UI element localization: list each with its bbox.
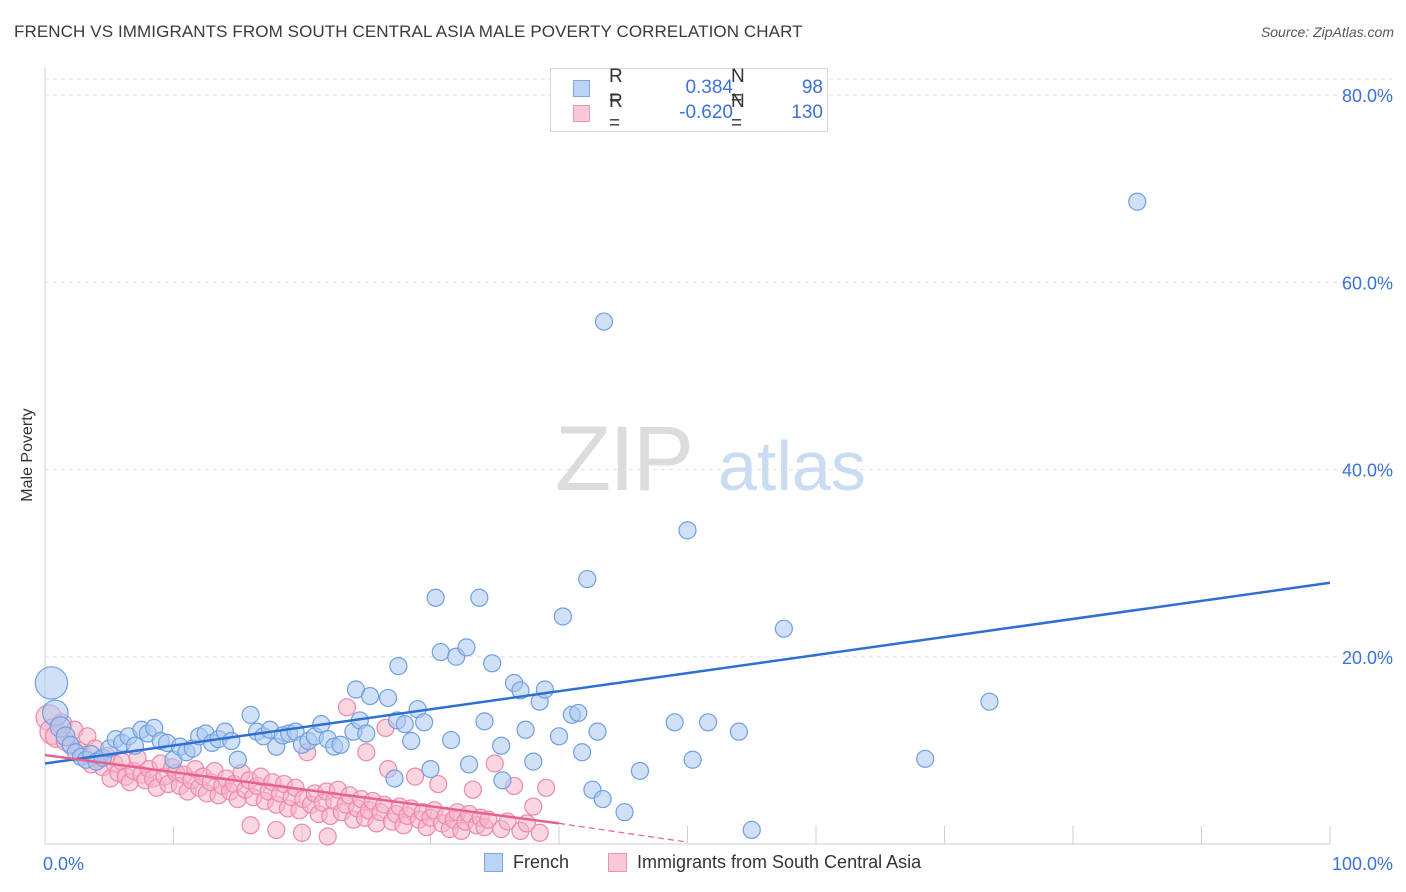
source-label: Source: ZipAtlas.com <box>1260 24 1394 40</box>
french-point <box>378 688 398 708</box>
french-point <box>916 749 935 768</box>
french-point <box>729 722 749 741</box>
french-point <box>228 750 247 769</box>
french-point <box>331 735 350 754</box>
immigrants-point <box>530 823 549 842</box>
bottom-legend-swatch-french <box>484 853 503 872</box>
french-point <box>395 715 414 734</box>
french-point <box>588 722 607 741</box>
y-tick-label: 60.0% <box>1342 273 1393 293</box>
immigrants-point <box>537 778 556 797</box>
french-point <box>385 769 404 788</box>
y-tick-label: 80.0% <box>1342 86 1393 106</box>
watermark-zip: ZIP <box>555 408 692 510</box>
french-point <box>361 686 380 706</box>
bottom-legend-swatch-immigrants <box>608 853 627 872</box>
immigrants-point <box>337 698 357 717</box>
french-point <box>615 803 634 822</box>
french-point <box>34 666 69 700</box>
trend-lines <box>44 581 1331 843</box>
french-point <box>511 681 530 700</box>
french-point <box>241 705 260 724</box>
y-tick-label: 40.0% <box>1342 461 1393 481</box>
watermark: ZIP atlas <box>555 408 866 510</box>
french-point <box>1128 192 1147 211</box>
french-point <box>980 692 999 711</box>
legend-n-label: N = <box>731 91 745 134</box>
x-tick-label: 100.0% <box>1332 854 1393 874</box>
french-point <box>683 750 702 769</box>
french-point <box>483 654 502 673</box>
legend-n-label: N = <box>731 66 745 109</box>
immigrants-trend-line <box>44 753 560 825</box>
french-point <box>698 713 718 732</box>
watermark-atlas: atlas <box>718 427 866 505</box>
french-point <box>402 731 421 751</box>
french-point <box>357 724 376 743</box>
french-point <box>594 312 614 331</box>
french-point <box>665 713 684 732</box>
french-point <box>470 588 489 607</box>
legend-r-value: 0.384 <box>685 77 733 98</box>
legend-n-value: 98 <box>801 77 823 98</box>
french-point <box>535 680 554 699</box>
french-point <box>492 736 511 755</box>
immigrants-point <box>292 823 312 842</box>
immigrants-point <box>463 780 483 799</box>
legend-r-value: -0.620 <box>679 102 733 123</box>
french-trend-line <box>44 581 1331 765</box>
french-point <box>630 761 650 781</box>
immigrants-point <box>241 816 260 835</box>
bottom-legend-immigrants: Immigrants from South Central Asia <box>608 852 921 873</box>
french-point <box>549 727 569 746</box>
french-point <box>431 642 450 662</box>
legend-row-immigrants: R = -0.620 N = 130 <box>573 91 823 134</box>
immigrants-point <box>524 797 543 816</box>
french-point <box>426 588 445 607</box>
bottom-legend-french: French <box>484 852 569 873</box>
french-point <box>421 759 440 779</box>
y-tick-label: 20.0% <box>1342 648 1393 668</box>
grid-lines <box>45 78 1392 658</box>
legend-swatch-french <box>573 79 590 97</box>
legend-n-value: 130 <box>791 102 823 123</box>
french-point <box>573 743 592 762</box>
legend-r-label: R = <box>609 91 623 134</box>
x-tick-label: 0.0% <box>43 854 84 874</box>
immigrants-trend-extension <box>558 822 688 843</box>
french-point <box>774 619 793 638</box>
french-point <box>475 712 494 731</box>
french-point <box>389 657 408 676</box>
immigrants-point <box>318 827 337 846</box>
bottom-legend-label-immigrants: Immigrants from South Central Asia <box>637 852 922 872</box>
immigrants-point <box>429 774 448 794</box>
immigrants-point <box>485 754 504 773</box>
tick-labels: 20.0% 40.0% 60.0% 80.0% 0.0% 100.0% <box>43 86 1393 874</box>
chart-title: FRENCH VS IMMIGRANTS FROM SOUTH CENTRAL … <box>14 22 803 41</box>
french-point <box>553 607 572 626</box>
immigrants-point <box>357 743 376 762</box>
legend-row-french: R = 0.384 N = 98 <box>573 66 823 109</box>
legend-swatch-immigrants <box>573 104 590 122</box>
immigrants-point <box>267 820 286 840</box>
french-point <box>516 720 535 739</box>
french-point <box>742 820 761 840</box>
french-point <box>441 730 461 750</box>
french-point <box>569 703 588 723</box>
french-point <box>578 569 597 589</box>
french-point <box>678 521 697 540</box>
french-point <box>524 752 543 771</box>
legend-box: R = 0.384 N = 98 R = -0.620 N = 130 <box>550 66 828 134</box>
french-point <box>493 771 512 790</box>
bottom-legend-label-french: French <box>513 852 570 872</box>
french-point <box>459 755 479 774</box>
french-point <box>222 731 241 751</box>
french-point <box>457 638 476 657</box>
legend-r-label: R = <box>609 66 623 109</box>
french-point <box>414 713 434 732</box>
french-point <box>593 789 612 809</box>
immigrants-point <box>405 767 425 786</box>
